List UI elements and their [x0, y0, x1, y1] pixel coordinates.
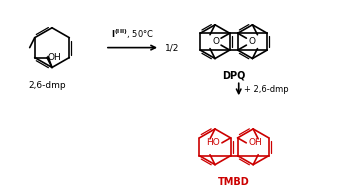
- Text: HO: HO: [206, 138, 220, 147]
- Text: O: O: [249, 37, 255, 46]
- Text: 2,6-dmp: 2,6-dmp: [28, 81, 66, 90]
- Text: $\mathbf{I}^{\mathbf{(III)}}$, 50°C: $\mathbf{I}^{\mathbf{(III)}}$, 50°C: [111, 27, 154, 41]
- Text: DPQ: DPQ: [222, 70, 245, 81]
- Text: O: O: [212, 37, 219, 46]
- Text: TMBD: TMBD: [218, 177, 250, 187]
- Text: 1/2: 1/2: [165, 43, 179, 52]
- Text: OH: OH: [248, 138, 262, 147]
- Text: OH: OH: [48, 53, 62, 62]
- Text: + 2,6-dmp: + 2,6-dmp: [244, 85, 289, 94]
